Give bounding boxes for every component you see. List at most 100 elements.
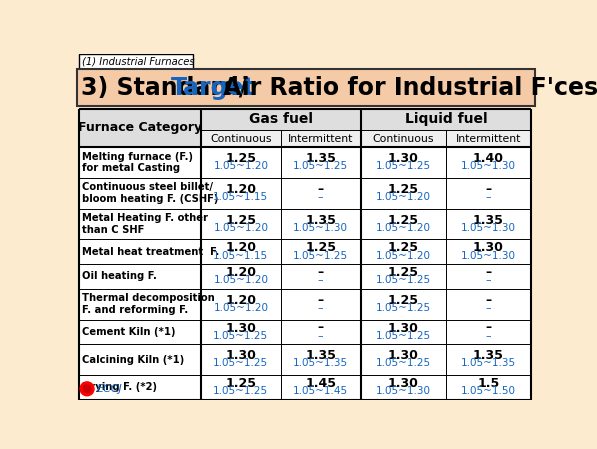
Text: Melting furnace (F.)
for metal Casting: Melting furnace (F.) for metal Casting — [82, 152, 193, 173]
Text: Calcining Kiln (*1): Calcining Kiln (*1) — [82, 355, 184, 365]
Text: Drying F. (*2): Drying F. (*2) — [82, 382, 156, 392]
Text: Liquid fuel: Liquid fuel — [405, 112, 487, 126]
Text: 1.05~1.25: 1.05~1.25 — [376, 331, 431, 341]
Text: 1.05~1.30: 1.05~1.30 — [461, 161, 516, 172]
Text: –: – — [486, 275, 491, 285]
Text: 1.05~1.30: 1.05~1.30 — [376, 386, 430, 396]
Text: Metal Heating F. other
than C SHF: Metal Heating F. other than C SHF — [82, 213, 208, 235]
Text: –: – — [318, 192, 324, 202]
FancyBboxPatch shape — [78, 54, 193, 69]
Text: 1.05~1.25: 1.05~1.25 — [376, 275, 431, 285]
Text: 1.05~1.30: 1.05~1.30 — [461, 223, 516, 233]
Text: 1.35: 1.35 — [305, 214, 336, 227]
Text: 1.25: 1.25 — [225, 152, 256, 165]
Text: Continuous steel billet/
bloom heating F. (CSHF): Continuous steel billet/ bloom heating F… — [82, 182, 218, 204]
Text: 1.05~1.15: 1.05~1.15 — [213, 192, 269, 202]
Text: –: – — [318, 275, 324, 285]
Text: 1.05~1.30: 1.05~1.30 — [461, 251, 516, 260]
Text: 1.05~1.25: 1.05~1.25 — [213, 358, 269, 369]
Text: Continuous: Continuous — [210, 134, 272, 144]
Text: 1.20: 1.20 — [225, 242, 256, 255]
Text: Oil heating F.: Oil heating F. — [82, 271, 156, 282]
Text: 1.05~1.50: 1.05~1.50 — [461, 386, 516, 396]
Text: Air Ratio for Industrial F'ces: Air Ratio for Industrial F'ces — [215, 76, 597, 100]
Text: Cement Kiln (*1): Cement Kiln (*1) — [82, 327, 175, 337]
Text: –: – — [318, 331, 324, 341]
Text: 1.30: 1.30 — [226, 349, 256, 362]
Text: Metal heat treatment  F.: Metal heat treatment F. — [82, 247, 219, 257]
Text: 1.35: 1.35 — [305, 349, 336, 362]
Text: 1.45: 1.45 — [305, 377, 336, 390]
Text: 1.25: 1.25 — [387, 294, 418, 307]
Text: 1.25: 1.25 — [387, 214, 418, 227]
Text: Intermittent: Intermittent — [288, 134, 353, 144]
Text: 1.25: 1.25 — [387, 266, 418, 279]
Text: 1.25: 1.25 — [225, 214, 256, 227]
Text: 1.05~1.20: 1.05~1.20 — [376, 192, 430, 202]
Text: (1) Industrial Furnaces: (1) Industrial Furnaces — [82, 57, 195, 66]
Text: Gas fuel: Gas fuel — [249, 112, 313, 126]
FancyBboxPatch shape — [78, 109, 531, 400]
Text: 1.05~1.25: 1.05~1.25 — [213, 331, 269, 341]
Text: 1.05~1.20: 1.05~1.20 — [376, 223, 430, 233]
Text: Intermittent: Intermittent — [456, 134, 521, 144]
Text: 1.25: 1.25 — [305, 242, 336, 255]
Text: 1.20: 1.20 — [225, 294, 256, 307]
Text: –: – — [318, 266, 324, 279]
Text: 1.05~1.20: 1.05~1.20 — [376, 251, 430, 260]
Text: 1.20: 1.20 — [225, 183, 256, 196]
FancyBboxPatch shape — [281, 130, 361, 147]
Text: 1.05~1.20: 1.05~1.20 — [213, 303, 269, 313]
Text: 1.25: 1.25 — [387, 242, 418, 255]
Text: 1.35: 1.35 — [473, 349, 504, 362]
Text: –: – — [485, 321, 491, 335]
FancyBboxPatch shape — [446, 130, 531, 147]
Text: 1.05~1.35: 1.05~1.35 — [461, 358, 516, 369]
FancyBboxPatch shape — [361, 130, 446, 147]
Text: 1.05~1.25: 1.05~1.25 — [293, 251, 348, 260]
Text: 1.05~1.25: 1.05~1.25 — [376, 303, 431, 313]
Text: 1.30: 1.30 — [473, 242, 504, 255]
Text: –: – — [318, 303, 324, 313]
Text: –: – — [485, 183, 491, 196]
Text: –: – — [485, 266, 491, 279]
FancyBboxPatch shape — [201, 130, 281, 147]
Text: 1.05~1.25: 1.05~1.25 — [376, 358, 431, 369]
Text: 1.25: 1.25 — [225, 377, 256, 390]
Text: 1.05~1.25: 1.05~1.25 — [376, 161, 431, 172]
FancyBboxPatch shape — [78, 109, 201, 147]
Text: Thermal decomposition
F. and reforming F.: Thermal decomposition F. and reforming F… — [82, 293, 214, 315]
Text: 1.40: 1.40 — [473, 152, 504, 165]
Text: 1.05~1.25: 1.05~1.25 — [213, 386, 269, 396]
Text: 1.30: 1.30 — [388, 152, 418, 165]
Text: 1.05~1.30: 1.05~1.30 — [293, 223, 348, 233]
Text: 1.25: 1.25 — [387, 183, 418, 196]
Text: 1.05~1.35: 1.05~1.35 — [293, 358, 348, 369]
Text: –: – — [486, 303, 491, 313]
FancyBboxPatch shape — [201, 109, 361, 130]
Text: Furnace Category: Furnace Category — [78, 121, 202, 134]
Text: Continuous: Continuous — [373, 134, 434, 144]
Text: 1.05~1.45: 1.05~1.45 — [293, 386, 348, 396]
Text: –: – — [486, 192, 491, 202]
Text: –: – — [318, 294, 324, 307]
Text: 1.05~1.20: 1.05~1.20 — [213, 161, 269, 172]
Circle shape — [83, 385, 91, 393]
Text: 1.05~1.25: 1.05~1.25 — [293, 161, 348, 172]
Text: ECCJ: ECCJ — [96, 384, 122, 394]
Text: –: – — [486, 331, 491, 341]
Text: Target: Target — [171, 76, 256, 100]
Text: 1.05~1.20: 1.05~1.20 — [213, 275, 269, 285]
Text: 1.30: 1.30 — [388, 321, 418, 335]
Text: 1.35: 1.35 — [473, 214, 504, 227]
Text: –: – — [318, 183, 324, 196]
Circle shape — [80, 382, 94, 396]
Text: 1.30: 1.30 — [226, 321, 256, 335]
Text: 1.30: 1.30 — [388, 349, 418, 362]
Text: 1.35: 1.35 — [305, 152, 336, 165]
FancyBboxPatch shape — [77, 69, 535, 106]
Text: 1.05~1.20: 1.05~1.20 — [213, 223, 269, 233]
Text: 1.20: 1.20 — [225, 266, 256, 279]
Text: 3) Standard/: 3) Standard/ — [81, 76, 247, 100]
Text: 1.05~1.15: 1.05~1.15 — [213, 251, 269, 260]
